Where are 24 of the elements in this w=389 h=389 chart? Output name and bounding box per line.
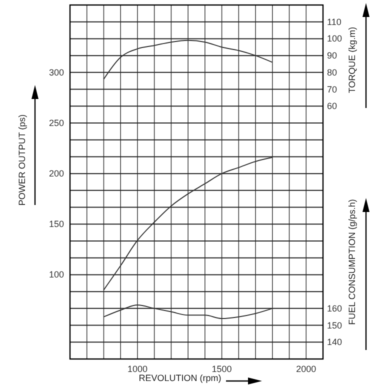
x-tick-label: 2000	[296, 364, 316, 374]
y-axis-title: POWER OUTPUT (ps)	[17, 114, 27, 206]
y2-tick-label: 60	[327, 101, 338, 112]
y3-tick-label: 160	[327, 303, 342, 314]
y2-tick-label: 110	[327, 16, 342, 27]
y-tick-label: 150	[48, 219, 64, 230]
line-series	[103, 40, 273, 80]
x-tick-label: 1000	[127, 364, 148, 374]
y2-axis-title: TORQUE (kg.m)	[347, 26, 357, 94]
y2-tick-label: 70	[327, 84, 338, 94]
line-series	[103, 156, 273, 290]
y2-tick-label: 90	[327, 50, 338, 61]
line-series	[103, 304, 273, 320]
y2-tick-label: 80	[327, 67, 338, 78]
y-tick-label: 300	[48, 67, 64, 78]
y-tick-label: 200	[48, 168, 64, 179]
x-axis-title: REVOLUTION (rpm)	[138, 373, 222, 383]
y2-tick-label: 100	[327, 34, 342, 44]
x-tick-label: 1500	[212, 364, 232, 374]
y-tick-label: 100	[48, 270, 64, 280]
y-tick-label: 250	[48, 118, 64, 128]
y3-tick-label: 150	[327, 320, 342, 330]
y3-axis-title: FUEL CONSUMPTION (g/ps.h)	[347, 199, 357, 325]
y3-tick-label: 140	[327, 337, 342, 348]
